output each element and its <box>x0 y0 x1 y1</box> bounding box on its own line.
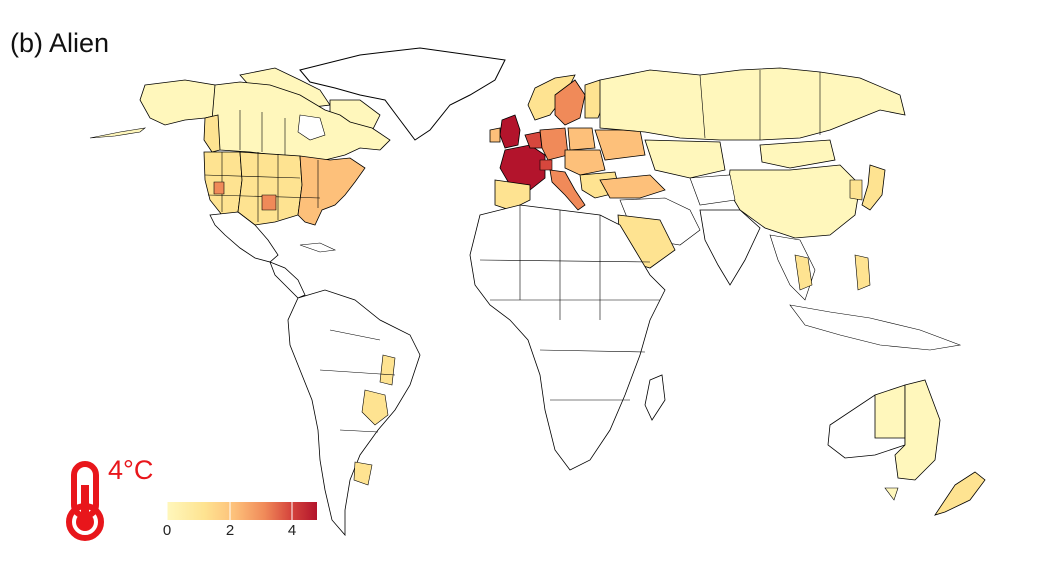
region-kazakhstan <box>644 139 726 179</box>
region-new-zealand <box>934 471 986 516</box>
region-thailand <box>794 254 813 291</box>
region-bolivia <box>361 389 389 426</box>
region-germany <box>539 127 569 161</box>
region-argentina-partial <box>353 461 373 486</box>
legend-color-bar <box>167 502 317 520</box>
region-ukraine <box>594 129 646 161</box>
region-russia <box>599 67 906 141</box>
region-caribbean <box>299 242 337 253</box>
region-canada-west <box>203 114 221 153</box>
region-ireland <box>489 127 501 143</box>
region-central-asia <box>689 174 736 206</box>
legend-tick-label-2: 2 <box>225 522 235 539</box>
region-korea <box>849 179 863 201</box>
region-usa-highlight <box>261 194 277 211</box>
panel-title: (b) Alien <box>10 28 110 58</box>
legend <box>166 502 317 520</box>
region-mongolia <box>759 139 836 169</box>
region-alaska <box>139 79 219 126</box>
region-australia-north <box>874 384 906 439</box>
region-india <box>699 209 761 286</box>
thermometer-icon <box>66 461 104 541</box>
scenario-temperature-label: 4°C <box>108 455 154 485</box>
legend-tick-label-0: 0 <box>162 522 172 539</box>
region-sweden <box>554 79 586 126</box>
legend-tick-label-4: 4 <box>287 522 297 539</box>
region-brazil-partial <box>379 354 396 386</box>
region-usa-east <box>297 155 366 226</box>
region-philippines <box>854 254 871 291</box>
region-africa <box>469 204 666 471</box>
region-switzerland <box>539 159 553 171</box>
region-poland <box>567 127 596 151</box>
region-hudson-bay <box>297 114 326 141</box>
region-central-america <box>269 261 306 299</box>
region-tasmania <box>884 487 899 501</box>
region-central-europe <box>564 149 606 176</box>
region-usa-central <box>237 151 303 226</box>
region-australia-east <box>894 379 941 481</box>
region-usa-highlight-2 <box>213 181 225 195</box>
region-indonesia <box>789 304 962 351</box>
region-madagascar <box>644 374 666 421</box>
region-uk <box>499 114 521 149</box>
region-greenland <box>299 47 506 141</box>
region-italy <box>549 169 586 211</box>
region-china <box>727 164 861 239</box>
region-japan <box>861 164 886 211</box>
region-south-america <box>287 289 421 537</box>
region-aleutians <box>89 127 147 139</box>
region-turkey <box>599 174 666 199</box>
